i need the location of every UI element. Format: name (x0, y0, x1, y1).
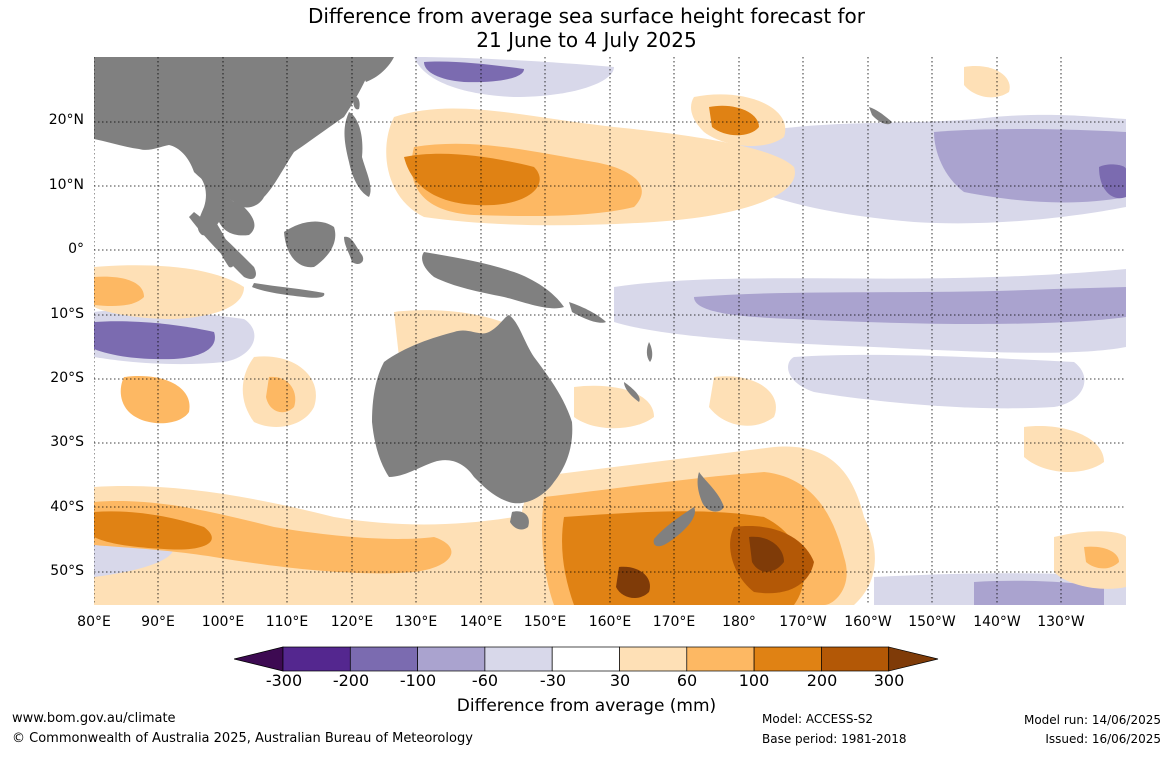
lon-label-110e: 110°E (265, 614, 309, 630)
lon-label-80e: 80°E (77, 614, 111, 630)
solomon-islands (569, 302, 606, 323)
title-line-1: Difference from average sea surface heig… (307, 4, 866, 28)
sea-surface-height-map (94, 57, 1126, 605)
footer-issued: Issued: 16/06/2025 (1045, 732, 1161, 746)
lat-label-30s: 30°S (50, 434, 84, 450)
colorbar-extend-low (234, 646, 284, 672)
colorbar-tick-300: 300 (873, 671, 905, 690)
colorbar-bin-2 (349, 646, 418, 672)
footer-model: Model: ACCESS-S2 (762, 712, 874, 726)
sulawesi (344, 236, 364, 265)
lon-label-140w: 140°W (973, 614, 1021, 630)
colorbar-bin-4 (484, 646, 553, 672)
footer-base-period: Base period: 1981-2018 (762, 732, 907, 746)
map-title: Difference from average sea surface heig… (0, 4, 1173, 52)
colorbar-bin-9 (821, 646, 890, 672)
land-masses (94, 57, 892, 547)
new-guinea (422, 252, 564, 309)
lon-label-130e: 130°E (394, 614, 438, 630)
colorbar-tick-200: 200 (806, 671, 838, 690)
graticule (94, 57, 1126, 605)
lat-label-50s: 50°S (50, 563, 84, 579)
footer-copyright: © Commonwealth of Australia 2025, Austra… (12, 731, 473, 746)
borneo (284, 221, 336, 268)
lon-label-140e: 140°E (459, 614, 503, 630)
colorbar-tick-minus-300: -300 (265, 671, 303, 690)
colorbar-bin-8 (753, 646, 822, 672)
colorbar-bin-7 (686, 646, 755, 672)
new-caledonia (624, 382, 640, 402)
lat-label-equator: 0° (68, 241, 84, 257)
asia-mainland (94, 57, 374, 208)
lat-label-20n: 20°N (48, 112, 84, 128)
colorbar-tick-minus-60: -60 (471, 671, 499, 690)
indochina-peninsula (194, 172, 255, 236)
lon-label-160w: 160°W (844, 614, 892, 630)
lon-label-100e: 100°E (201, 614, 245, 630)
new-zealand-south (653, 507, 695, 547)
lon-label-150e: 150°E (523, 614, 567, 630)
colorbar-tick-30: 30 (609, 671, 631, 690)
lon-label-170e: 170°E (652, 614, 696, 630)
new-zealand-north (697, 472, 724, 512)
lon-label-160e: 160°E (588, 614, 632, 630)
lon-label-90e: 90°E (141, 614, 175, 630)
lat-label-10s: 10°S (50, 306, 84, 322)
colorbar-tick-minus-200: -200 (332, 671, 370, 690)
footer-url: www.bom.gov.au/climate (12, 711, 176, 726)
colorbar (234, 646, 939, 672)
sumatra (189, 212, 256, 279)
colorbar-extend-high (888, 646, 939, 672)
vanuatu-fiji (646, 342, 653, 362)
lon-label-170w: 170°W (779, 614, 827, 630)
taiwan (353, 96, 360, 110)
lat-label-20s: 20°S (50, 370, 84, 386)
colorbar-tick-minus-30: -30 (539, 671, 567, 690)
lat-label-40s: 40°S (50, 499, 84, 515)
lon-label-150w: 150°W (908, 614, 956, 630)
lon-label-130w: 130°W (1037, 614, 1085, 630)
lat-label-10n: 10°N (48, 177, 84, 193)
japan (361, 57, 394, 82)
footer-model-run: Model run: 14/06/2025 (1023, 713, 1161, 727)
lon-label-180: 180° (722, 614, 756, 630)
colorbar-bin-5 (551, 646, 620, 672)
lon-label-120e: 120°E (330, 614, 374, 630)
colorbar-tick-minus-100: -100 (399, 671, 437, 690)
colorbar-title: Difference from average (mm) (456, 696, 717, 716)
philippines (344, 112, 371, 197)
java (252, 283, 325, 298)
colorbar-bin-3 (417, 646, 486, 672)
colorbar-bin-1 (282, 646, 351, 672)
colorbar-tick-100: 100 (738, 671, 770, 690)
hawaii (869, 107, 892, 125)
australia (372, 315, 573, 504)
tasmania (510, 511, 529, 530)
colorbar-tick-60: 60 (676, 671, 698, 690)
colorbar-bin-6 (619, 646, 688, 672)
title-line-2: 21 June to 4 July 2025 (476, 28, 697, 52)
